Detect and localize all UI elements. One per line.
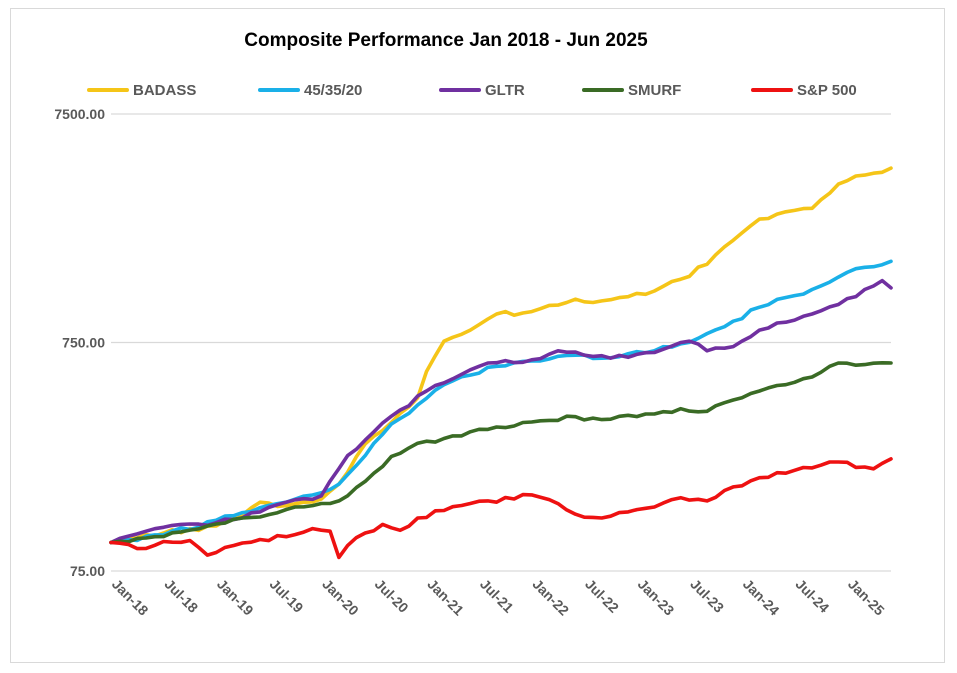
x-tick-label: Jan-19 bbox=[214, 576, 257, 619]
x-tick-label: Jan-18 bbox=[109, 576, 152, 619]
legend-label: SMURF bbox=[628, 82, 681, 99]
legend-label: 45/35/20 bbox=[304, 82, 362, 99]
series-line bbox=[109, 278, 893, 545]
series-line bbox=[109, 361, 893, 545]
chart-frame: Composite Performance Jan 2018 - Jun 202… bbox=[10, 8, 945, 663]
legend-label: BADASS bbox=[133, 82, 196, 99]
x-tick-label: Jan-20 bbox=[319, 576, 362, 619]
x-tick-label: Jul-24 bbox=[792, 576, 832, 616]
x-tick-label: Jul-20 bbox=[372, 576, 412, 616]
series-s-p-500 bbox=[109, 457, 893, 560]
x-tick-label: Jul-18 bbox=[161, 576, 201, 616]
legend-item: BADASS bbox=[87, 82, 196, 99]
chart-title: Composite Performance Jan 2018 - Jun 202… bbox=[244, 30, 648, 51]
chart-canvas: Composite Performance Jan 2018 - Jun 202… bbox=[54, 30, 893, 619]
legend-item: 45/35/20 bbox=[258, 82, 362, 99]
x-tick-label: Jul-21 bbox=[477, 576, 517, 616]
y-axis: 75.00 750.00 7500.00 bbox=[54, 106, 105, 579]
y-tick-label: 750.00 bbox=[62, 335, 105, 351]
x-axis: Jan-18 Jul-18 Jan-19 Jul-19 Jan-20 Jul-20 Jan-… bbox=[109, 576, 888, 619]
x-tick-label: Jan-22 bbox=[530, 576, 573, 619]
series-smurf bbox=[109, 361, 893, 545]
y-tick-label: 75.00 bbox=[70, 563, 105, 579]
x-tick-label: Jan-24 bbox=[740, 576, 783, 619]
x-tick-label: Jan-21 bbox=[424, 576, 467, 619]
legend-item: S&P 500 bbox=[751, 82, 857, 99]
legend-item: GLTR bbox=[439, 82, 525, 99]
x-tick-label: Jul-22 bbox=[582, 576, 622, 616]
x-tick-label: Jul-19 bbox=[267, 576, 307, 616]
legend-label: GLTR bbox=[485, 82, 525, 99]
x-tick-label: Jan-25 bbox=[845, 576, 888, 619]
series-group bbox=[109, 166, 893, 560]
gridlines bbox=[111, 113, 891, 572]
series-line bbox=[109, 259, 893, 545]
legend-label: S&P 500 bbox=[797, 82, 857, 99]
series-line bbox=[109, 166, 893, 545]
series-gltr bbox=[109, 278, 893, 545]
series-badass bbox=[109, 166, 893, 545]
x-tick-label: Jul-23 bbox=[687, 576, 727, 616]
x-tick-label: Jan-23 bbox=[635, 576, 678, 619]
series-45-35-20 bbox=[109, 259, 893, 545]
series-line bbox=[109, 457, 893, 560]
legend-item: SMURF bbox=[582, 82, 681, 99]
legend: BADASS 45/35/20 GLTR SMURF S&P 500 bbox=[87, 82, 857, 99]
y-tick-label: 7500.00 bbox=[54, 106, 105, 122]
